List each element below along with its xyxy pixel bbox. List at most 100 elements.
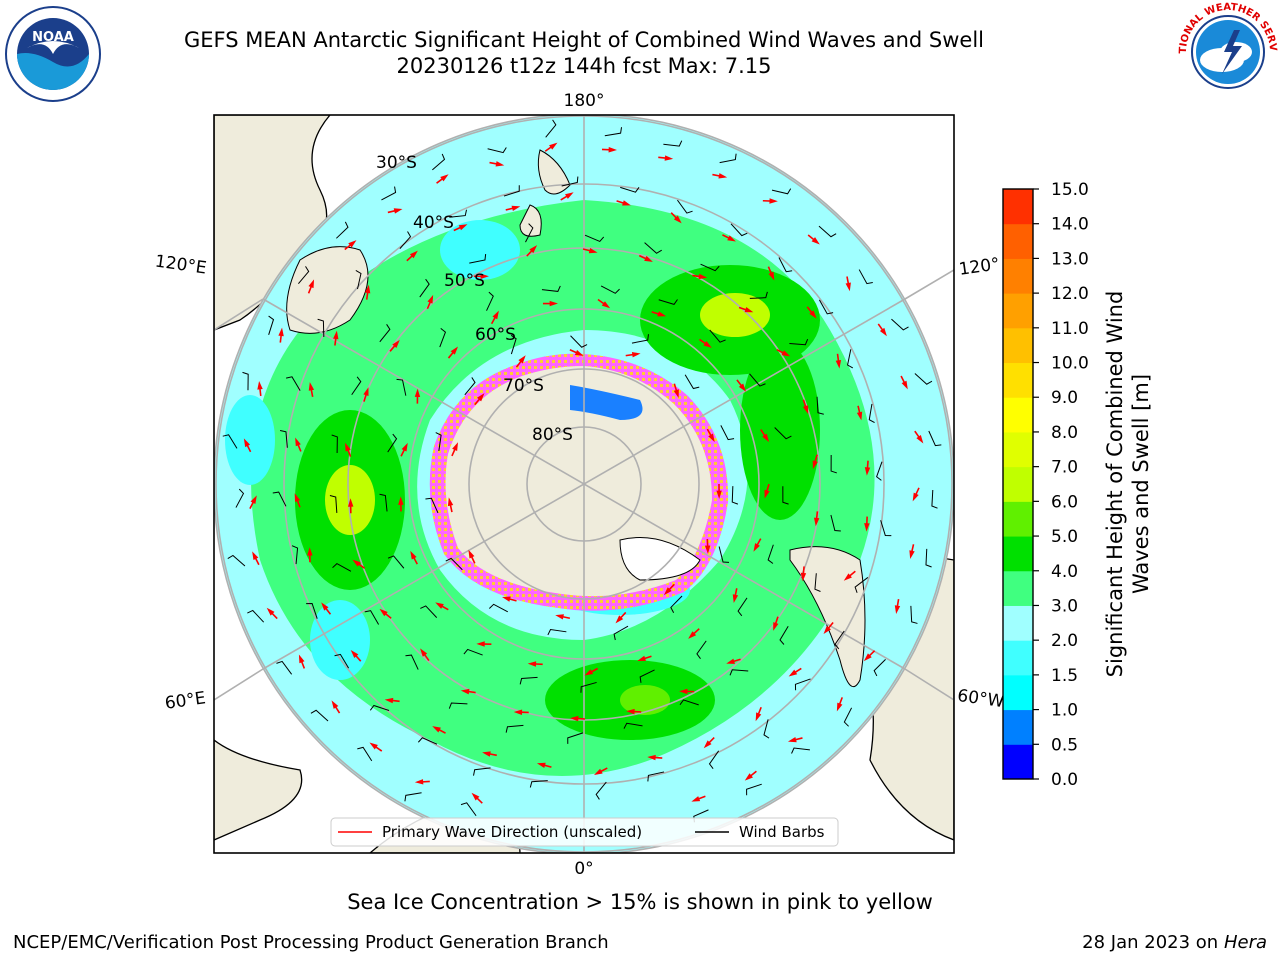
wave-direction-arrowhead (809, 310, 817, 319)
wave-direction-arrowhead (460, 688, 470, 695)
wave-direction-arrowhead (704, 545, 711, 554)
wind-barb (448, 702, 468, 709)
wind-barb (880, 520, 892, 537)
wave-direction-arrowhead (574, 349, 584, 356)
colorbar-tick-label: 15.0 (1051, 180, 1089, 200)
wave-direction-arrowhead (813, 517, 820, 527)
lat-label-30s: 30°S (376, 153, 417, 173)
wave-direction-arrowhead (773, 622, 779, 631)
colorbar-segment (1003, 570, 1033, 606)
nws-logo: NATIONAL WEATHER SERVICE (1176, 0, 1278, 102)
wind-barb (818, 225, 837, 238)
wind-barb (709, 329, 726, 343)
wave-direction-arrowhead (615, 615, 624, 624)
wave-direction-arrowhead (476, 393, 485, 402)
wind-barb (381, 186, 397, 201)
wave-direction-arrowhead (703, 340, 712, 348)
lat-label-40s: 40°S (413, 213, 454, 233)
wind-barb (404, 792, 422, 802)
wind-barb (286, 376, 301, 391)
lat-label-80s: 80°S (532, 425, 573, 445)
wind-barb (931, 490, 938, 509)
colorbar-segment (1003, 744, 1033, 780)
wave-direction-arrowhead (811, 237, 820, 245)
legend-wind-barbs-label: Wind Barbs (739, 823, 825, 841)
wind-barb (708, 750, 720, 769)
wind-barb (364, 610, 380, 625)
wave-direction-arrowhead (708, 433, 715, 443)
colorbar-tick-label: 0.5 (1051, 735, 1078, 755)
wind-barb (329, 495, 338, 513)
wind-barb (291, 545, 299, 565)
wave-direction-arrowhead (738, 383, 747, 392)
wind-barb (778, 257, 793, 273)
wave-direction-arrowhead (800, 572, 807, 582)
wind-barb (868, 403, 875, 423)
wave-direction-arrowhead (732, 594, 739, 604)
wave-direction-arrowhead (414, 779, 424, 785)
wave-direction-arrowhead (352, 559, 361, 567)
colorbar-tick-label: 9.0 (1051, 388, 1078, 408)
wind-barb (647, 771, 665, 782)
wind-barb (604, 127, 623, 137)
wind-barb (310, 709, 329, 722)
colorbar-tick-label: 4.0 (1051, 562, 1078, 582)
wave-direction-arrowhead (909, 550, 915, 559)
wave-direction-arrowhead (864, 523, 870, 532)
wind-barb (767, 544, 774, 564)
lon-label-120e: 120°E (154, 252, 208, 279)
wind-barb (334, 653, 350, 669)
legend: Primary Wave Direction (unscaled) Wind B… (330, 817, 839, 847)
wind-barb (279, 429, 288, 448)
wave-direction-arrowhead (513, 709, 523, 715)
wind-barb (696, 640, 707, 660)
wave-direction-arrowhead (348, 240, 357, 248)
noaa-logo: NOAA (5, 6, 101, 102)
wave-direction-arrowhead (679, 688, 688, 695)
wind-barb (774, 427, 792, 440)
wind-barb (719, 153, 737, 164)
colorbar-tick-label: 1.5 (1051, 666, 1078, 686)
wind-barb (891, 318, 909, 331)
wind-barb (298, 266, 310, 285)
wind-barb (613, 625, 629, 641)
wave-direction-arrowhead (688, 631, 697, 639)
wave-direction-arrowhead (673, 215, 682, 224)
colorbar-tick-label: 0.0 (1051, 770, 1078, 790)
wind-barb (595, 781, 607, 800)
colorbar-segment (1003, 327, 1033, 364)
wave-direction-arrowhead (755, 712, 762, 722)
wave-direction-arrowhead (401, 442, 408, 452)
wind-barb (814, 573, 821, 592)
wave-direction-arrowhead (555, 614, 564, 620)
wave-direction-arrowhead (753, 543, 760, 552)
colorbar-ticks: 15.0 14.0 13.0 12.0 11.0 10.0 9.0 8.0 7.0 6.0 5.0 4… (1033, 180, 1089, 790)
wind-barb (639, 669, 655, 683)
colorbar-tick-label: 2.0 (1051, 631, 1078, 651)
colorbar-tick-label: 8.0 (1051, 423, 1078, 443)
wave-direction-arrowhead (716, 490, 722, 499)
wind-barb (425, 497, 439, 514)
wind-barb (746, 783, 762, 796)
wave-direction-arrowhead (410, 550, 417, 560)
wave-direction-arrowhead (257, 381, 263, 390)
wind-barb (541, 285, 561, 292)
lat-label-60s: 60°S (475, 325, 516, 345)
colorbar-tick-label: 3.0 (1051, 596, 1078, 616)
colorbar-segment (1003, 640, 1033, 676)
wind-barb (469, 253, 487, 264)
wave-direction-arrowhead (384, 697, 394, 704)
wind-barb (718, 546, 730, 563)
colorbar-tick-label: 10.0 (1051, 354, 1089, 374)
wave-direction-arrowhead (476, 641, 485, 647)
colorbar-tick-label: 11.0 (1051, 319, 1089, 339)
wind-barb (222, 434, 238, 449)
wave-direction-arrowhead (308, 279, 315, 289)
map-frame (213, 114, 955, 854)
date-text: 28 Jan 2023 on (1082, 932, 1219, 953)
wave-direction-arrowhead (727, 235, 736, 242)
wind-barb (420, 605, 438, 618)
wave-direction-arrowhead (468, 549, 475, 559)
wind-barb (631, 334, 649, 344)
